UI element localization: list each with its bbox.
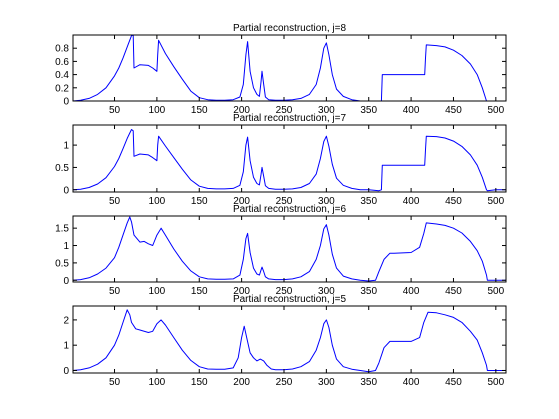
x-tick-label: 200 [233, 377, 250, 388]
x-tick-label: 100 [149, 105, 166, 116]
subplot-j7: Partial reconstruction, j=7 50 100 150 200 25… [55, 113, 507, 207]
x-tick-label: 50 [109, 286, 121, 297]
x-tick-label: 300 [318, 196, 335, 207]
series-line [72, 216, 506, 282]
y-tick-label: 2 [63, 315, 69, 326]
x-tick-label: 150 [191, 105, 208, 116]
y-tick-label: 0 [63, 276, 69, 287]
y-tick-label: 0 [63, 97, 69, 108]
axes-frame [72, 124, 507, 193]
x-tick-label: 250 [276, 286, 293, 297]
x-tick-label: 450 [445, 286, 462, 297]
x-tick-label: 100 [149, 377, 166, 388]
x-tick-label: 250 [276, 377, 293, 388]
x-tick-label: 350 [360, 196, 377, 207]
x-tick-label: 100 [149, 196, 166, 207]
y-tick-label: 0 [63, 185, 69, 196]
series-line [72, 129, 506, 192]
subplot-j8: Partial reconstruction, j=8 50 100 150 200 25… [55, 23, 507, 116]
series-line [72, 309, 506, 373]
y-tick-label: 0.8 [55, 44, 69, 55]
x-tick-label: 50 [109, 105, 121, 116]
x-tick-label: 400 [403, 377, 420, 388]
x-tick-label: 300 [318, 105, 335, 116]
x-tick-label: 400 [403, 196, 420, 207]
panel-title: Partial reconstruction, j=8 [233, 23, 347, 34]
x-tick-label: 50 [109, 377, 121, 388]
axes-frame [72, 215, 507, 283]
axes-frame [72, 34, 507, 102]
y-tick-label: 0.2 [55, 83, 69, 94]
x-tick-label: 450 [445, 196, 462, 207]
x-tick-label: 300 [318, 377, 335, 388]
y-tick-label: 0.5 [55, 258, 69, 269]
y-tick-label: 1 [63, 341, 69, 352]
series-line [72, 34, 506, 102]
y-tick-label: 0.6 [55, 57, 69, 68]
x-tick-label: 200 [233, 105, 250, 116]
x-tick-label: 200 [233, 196, 250, 207]
y-tick-label: 1 [63, 241, 69, 252]
x-tick-label: 500 [487, 286, 504, 297]
y-tick-label: 1 [63, 141, 69, 152]
x-tick-label: 400 [403, 286, 420, 297]
y-tick-label: 0 [63, 366, 69, 377]
y-tick-label: 1.5 [55, 224, 69, 235]
x-tick-label: 400 [403, 105, 420, 116]
x-tick-label: 450 [445, 377, 462, 388]
x-tick-label: 250 [276, 105, 293, 116]
subplot-j6: Partial reconstruction, j=6 50 100 150 200 25… [55, 204, 507, 297]
x-tick-label: 500 [487, 196, 504, 207]
panel-title: Partial reconstruction, j=6 [233, 204, 347, 215]
x-tick-label: 350 [360, 377, 377, 388]
x-tick-label: 100 [149, 286, 166, 297]
axes-frame [72, 305, 507, 374]
x-tick-label: 150 [191, 377, 208, 388]
x-tick-label: 450 [445, 105, 462, 116]
x-tick-label: 250 [276, 196, 293, 207]
x-tick-label: 150 [191, 196, 208, 207]
panel-title: Partial reconstruction, j=5 [233, 294, 347, 305]
x-tick-label: 300 [318, 286, 335, 297]
x-tick-label: 150 [191, 286, 208, 297]
x-tick-label: 200 [233, 286, 250, 297]
y-tick-label: 0.4 [55, 70, 69, 81]
x-tick-label: 350 [360, 286, 377, 297]
x-tick-label: 350 [360, 105, 377, 116]
x-tick-label: 500 [487, 377, 504, 388]
y-tick-label: 0.5 [55, 163, 69, 174]
x-tick-label: 50 [109, 196, 121, 207]
panel-title: Partial reconstruction, j=7 [233, 113, 347, 124]
x-tick-label: 500 [487, 105, 504, 116]
subplot-j5: Partial reconstruction, j=550 100 150 200 25… [63, 294, 507, 388]
